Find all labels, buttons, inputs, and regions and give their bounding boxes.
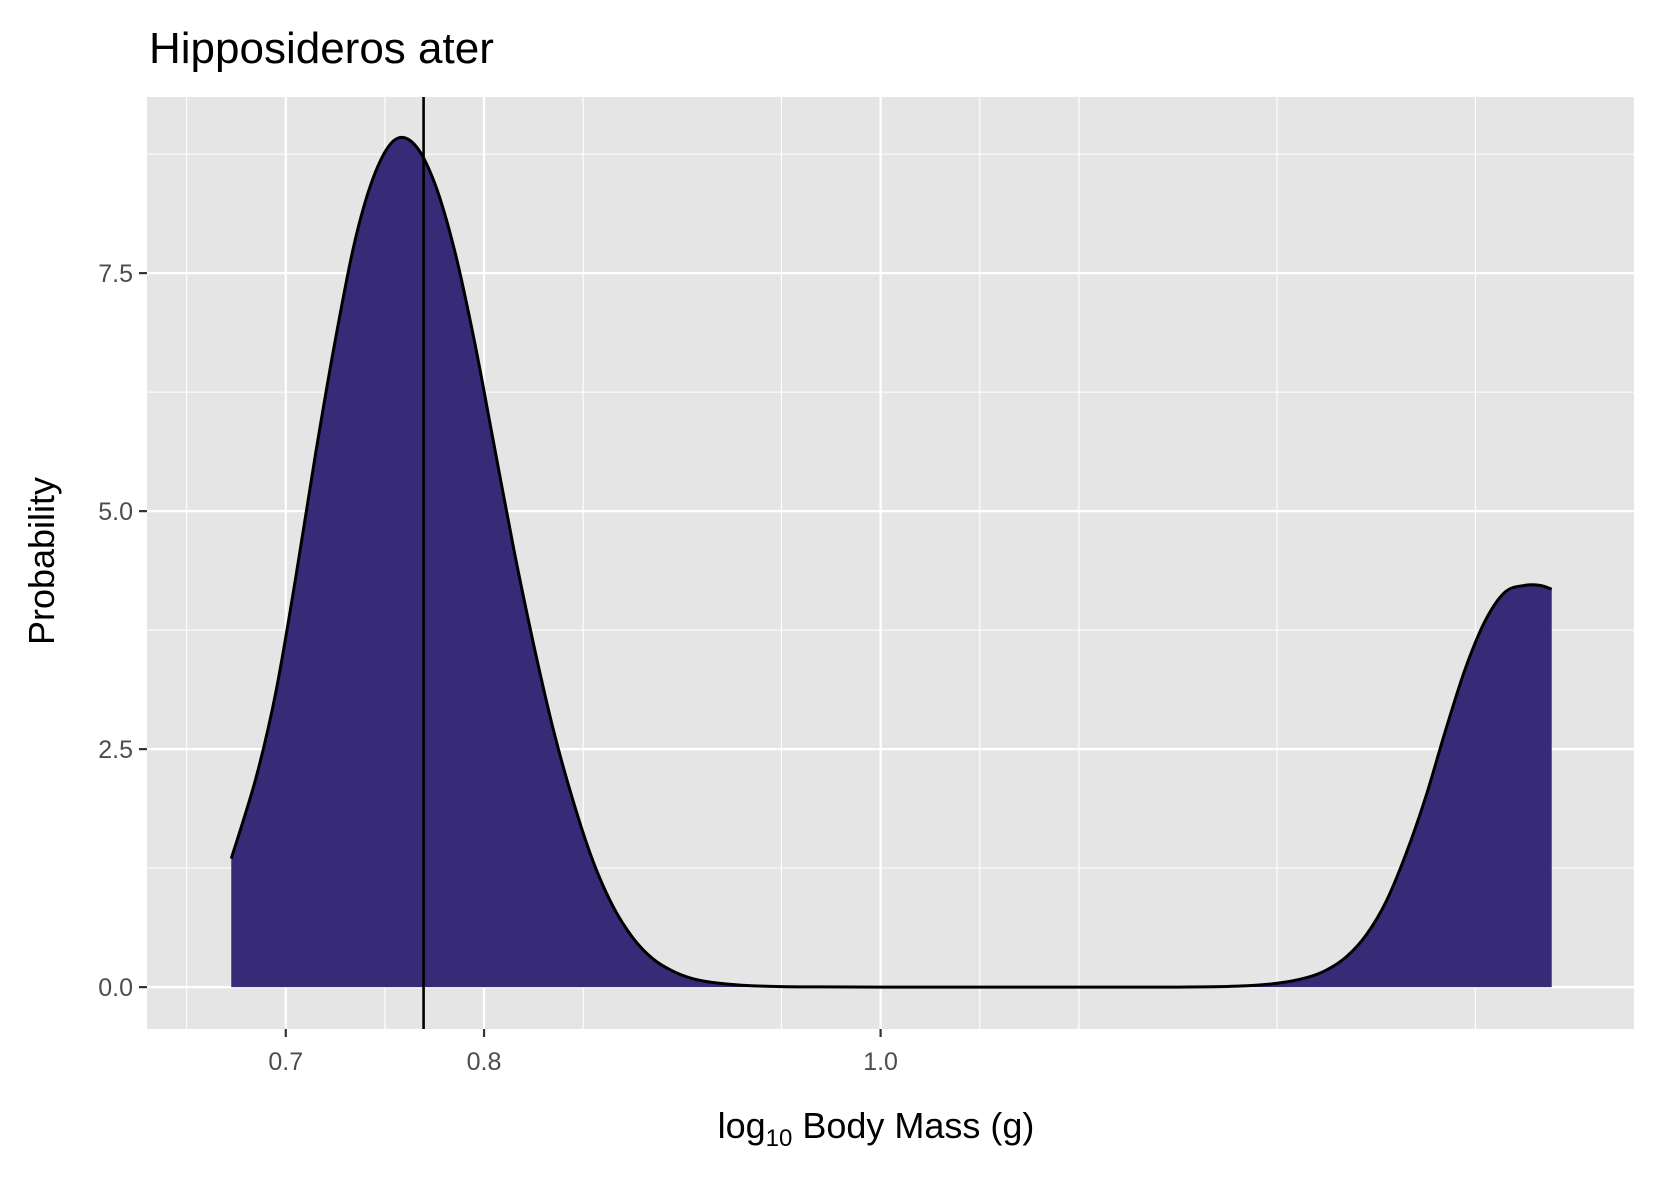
x-axis: 0.7 0.8 1.0 [268,1029,898,1076]
y-axis-title: Probability [21,477,62,645]
x-axis-title-base: log [718,1105,766,1146]
density-curve [229,135,1553,989]
y-tick-label: 0.0 [98,974,133,1002]
x-tick-label: 1.0 [863,1048,898,1076]
chart-title: Hipposideros ater [149,24,494,73]
x-tick-label: 0.8 [467,1048,502,1076]
x-axis-title-subscript: 10 [766,1125,793,1152]
x-axis-title: log10 Body Mass (g) [718,1105,1035,1152]
y-tick-label: 7.5 [98,260,133,288]
y-axis: 0.0 2.5 5.0 7.5 [98,260,147,1002]
y-tick-label: 2.5 [98,736,133,764]
density-area [231,137,1552,988]
x-tick-label: 0.7 [268,1048,303,1076]
x-axis-title-rest: Body Mass (g) [792,1105,1034,1146]
y-tick-label: 5.0 [98,498,133,526]
